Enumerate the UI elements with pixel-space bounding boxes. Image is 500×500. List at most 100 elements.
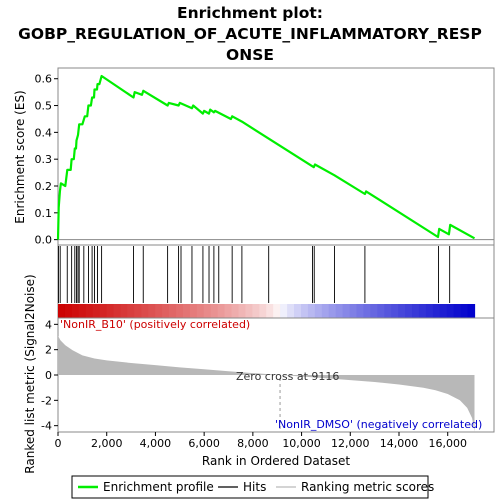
color-bar-segment	[259, 304, 267, 318]
color-bar-segment	[335, 304, 344, 318]
color-bar-segment	[134, 304, 142, 318]
x-axis-ticks: 0 2,000 4,000 6,000 8,000 10,000 12,000 14,000 1…	[55, 432, 467, 450]
x-tick-label: 8,000	[237, 437, 269, 450]
color-bar-segment	[328, 304, 337, 318]
color-bar-segment	[398, 304, 406, 318]
color-bar-segment	[300, 304, 309, 318]
color-bar-segment	[141, 304, 149, 318]
color-bar-segment	[210, 304, 219, 318]
chart-title-line2: GOBP_REGULATION_OF_ACUTE_INFLAMMATORY_RE…	[18, 25, 482, 43]
es-y-tick-label: 0.5	[35, 100, 53, 113]
hit-lines	[58, 246, 451, 303]
color-bar-segment	[467, 304, 476, 318]
es-y-tick-label: 0.4	[35, 126, 53, 139]
color-bar-segment	[370, 304, 378, 318]
x-tick-label: 6,000	[188, 437, 220, 450]
color-bar-segment	[85, 304, 94, 318]
enrichment-profile-line	[56, 74, 476, 240]
x-tick-label: 0	[55, 437, 62, 450]
color-bar-segment	[162, 304, 170, 318]
color-bar-segment	[64, 304, 73, 318]
x-tick-label: 10,000	[282, 437, 321, 450]
zero-cross-label: Zero cross at 9116	[236, 370, 339, 383]
color-bar-segment	[363, 304, 371, 318]
color-bar-segment	[460, 304, 469, 318]
color-bar-segment	[405, 304, 413, 318]
ranked-metric-panel: -4 -2 0 2 4 'NonIR_B10' (positively correlat…	[23, 274, 495, 474]
es-y-tick-label: 0.3	[35, 153, 53, 166]
color-bar-segment	[391, 304, 399, 318]
legend-box	[71, 475, 429, 499]
color-bar-segment	[71, 304, 80, 318]
metric-y-axis-label: Ranked list metric (Signal2Noise)	[23, 274, 37, 473]
metric-y-tick-label: -4	[41, 420, 52, 433]
metric-y-tick-label: 0	[45, 369, 52, 382]
color-bar-segment	[245, 304, 253, 318]
color-bar-segment	[384, 304, 392, 318]
color-bar-segment	[99, 304, 108, 318]
x-tick-label: 2,000	[91, 437, 123, 450]
color-bar-segment	[231, 304, 240, 318]
legend-hits-label: Hits	[243, 480, 266, 494]
color-bar-segment	[113, 304, 122, 318]
color-bar-segment	[412, 304, 420, 318]
x-tick-label: 4,000	[140, 437, 172, 450]
color-bar-segment	[314, 304, 323, 318]
es-plot-frame	[57, 67, 495, 246]
rank-color-bar	[58, 304, 476, 318]
chart-title-line1: Enrichment plot:	[177, 4, 323, 22]
metric-y-tick-label: 2	[45, 344, 52, 357]
color-bar-segment	[127, 304, 135, 318]
color-bar-segment	[106, 304, 115, 318]
color-bar-segment	[169, 304, 177, 318]
legend: Enrichment profile Hits Ranking metric s…	[71, 475, 434, 499]
color-bar-segment	[217, 304, 226, 318]
color-bar-segment	[349, 304, 358, 318]
color-bar-segment	[273, 304, 281, 318]
color-bar-segment	[182, 304, 191, 318]
color-bar-segment	[356, 304, 365, 318]
color-bar-segment	[307, 304, 316, 318]
color-bar-segment	[377, 304, 385, 318]
legend-enrichment-label: Enrichment profile	[103, 480, 214, 494]
es-y-tick-label: 0.6	[35, 73, 53, 86]
color-bar-segment	[321, 304, 330, 318]
color-bar-segment	[224, 304, 233, 318]
metric-y-tick-label: -2	[41, 394, 52, 407]
positive-correlation-label: 'NonIR_B10' (positively correlated)	[60, 318, 250, 331]
x-axis-label: Rank in Ordered Dataset	[202, 454, 350, 468]
color-bar-segment	[342, 304, 351, 318]
color-bar-segment	[294, 304, 302, 318]
color-bar-segment	[287, 304, 295, 318]
es-y-tick-label: 0.2	[35, 180, 53, 193]
es-y-tick-label: 0.0	[35, 234, 53, 247]
legend-ranking-label: Ranking metric scores	[301, 480, 434, 494]
color-bar-segment	[439, 304, 448, 318]
chart-title-line3: ONSE	[226, 46, 274, 64]
color-bar-segment	[92, 304, 101, 318]
x-tick-label: 12,000	[331, 437, 370, 450]
color-bar-segment	[78, 304, 87, 318]
color-bar-segment	[189, 304, 198, 318]
hits-panel	[57, 244, 495, 319]
color-bar-segment	[446, 304, 455, 318]
x-tick-label: 14,000	[380, 437, 419, 450]
metric-y-tick-label: 4	[45, 318, 52, 331]
es-y-axis-label: Enrichment score (ES)	[13, 90, 27, 223]
color-bar-segment	[432, 304, 441, 318]
color-bar-segment	[280, 304, 288, 318]
color-bar-segment	[453, 304, 462, 318]
color-bar-segment	[203, 304, 212, 318]
color-bar-segment	[266, 304, 274, 318]
color-bar-segment	[418, 304, 427, 318]
color-bar-segment	[58, 304, 66, 318]
negative-correlation-label: 'NonIR_DMSO' (negatively correlated)	[275, 418, 482, 431]
metric-y-ticks: -4 -2 0 2 4	[41, 318, 58, 433]
color-bar-segment	[238, 304, 247, 318]
ranking-metric-area	[58, 335, 475, 432]
color-bar-segment	[155, 304, 163, 318]
color-bar-segment	[120, 304, 129, 318]
es-y-ticks: 0.0 0.1 0.2 0.3 0.4 0.5 0.6	[35, 73, 58, 247]
color-bar-segment	[196, 304, 205, 318]
